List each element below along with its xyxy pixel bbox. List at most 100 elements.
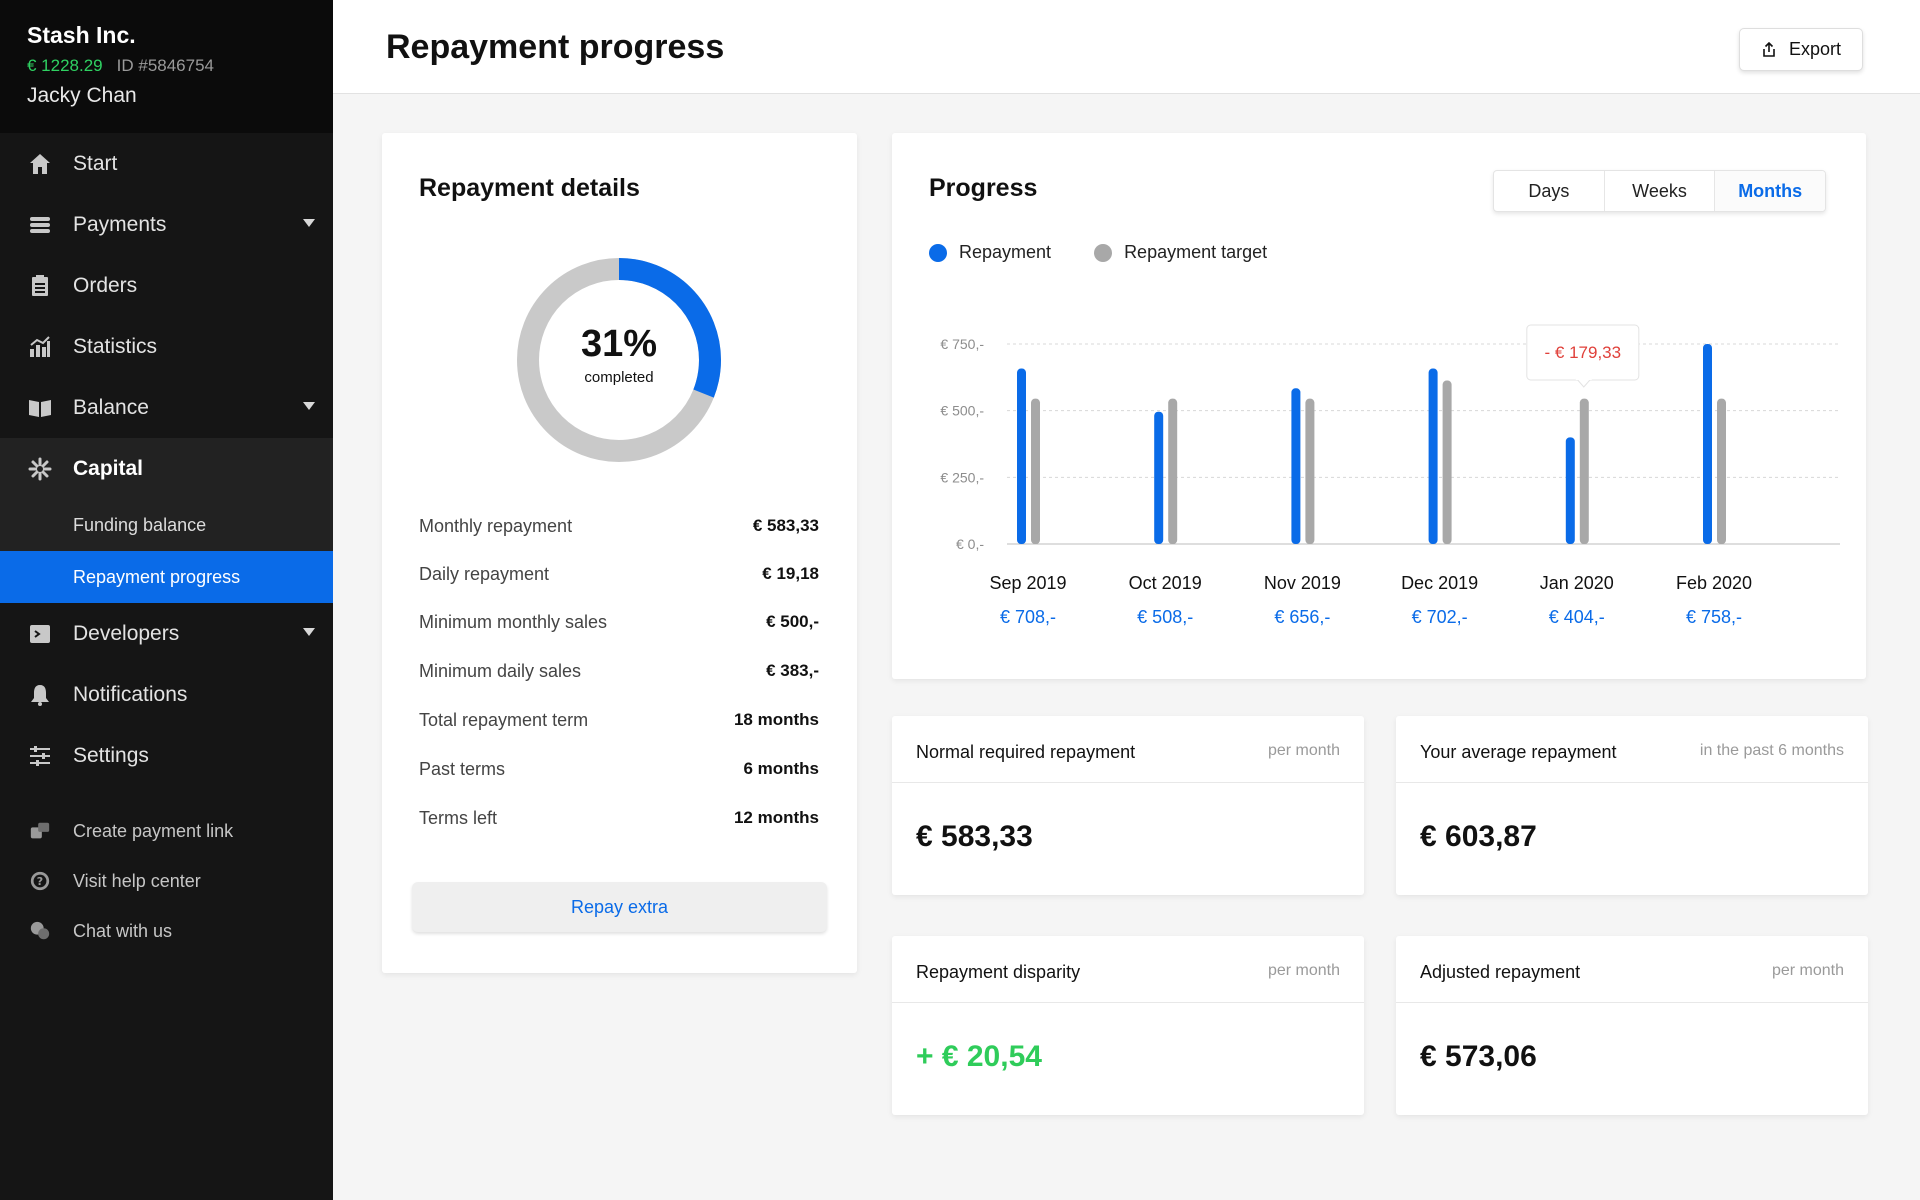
util-label: Visit help center [73, 870, 201, 891]
completion-label: completed [584, 369, 654, 386]
chat-icon [27, 918, 53, 944]
y-tick-label: € 250,- [940, 469, 984, 485]
sidebar-item-label: Settings [73, 743, 149, 767]
data-value-label: € 508,- [1137, 607, 1193, 627]
sidebar-item-capital[interactable]: Capital [0, 438, 333, 499]
capital-group: Capital Funding balance Repayment progre… [0, 438, 333, 603]
detail-row-minimum-daily-sales: Minimum daily sales € 383,- [419, 656, 819, 686]
repayment-bar-chart: € 0,- € 250,- € 500,- € 750,- Sep 2019 € 708,… [940, 324, 1840, 627]
detail-value: 18 months [733, 710, 819, 729]
stat-card-normal-required: Normal required repayment per month € 58… [892, 716, 1364, 895]
bar-tooltip: - € 179,33 [1526, 324, 1640, 388]
legend-dot-repayment [929, 243, 947, 262]
detail-label: Total repayment term [419, 709, 589, 730]
sidebar-item-orders[interactable]: Orders [0, 255, 333, 316]
sidebar-item-start[interactable]: Start [0, 133, 333, 194]
tab-months[interactable]: Months [1715, 171, 1825, 211]
visit-help-center[interactable]: ? Visit help center [0, 856, 333, 906]
chevron-down-icon [303, 219, 315, 227]
sidebar-item-label: Balance [73, 395, 149, 419]
legend-repayment: Repayment [929, 242, 1051, 263]
stat-header: Your average repayment in the past 6 mon… [1396, 716, 1868, 783]
chevron-down-icon [303, 628, 315, 636]
sidebar-item-label: Capital [73, 456, 144, 480]
bar-target [1168, 398, 1178, 544]
tooltip-pointer-mask [1575, 377, 1592, 380]
bar-repayment [1017, 368, 1026, 544]
detail-row-past-terms: Past terms 6 months [419, 754, 819, 784]
sidebar-item-label: Start [73, 151, 118, 175]
chat-with-us[interactable]: Chat with us [0, 906, 333, 956]
y-tick-label: € 750,- [940, 336, 984, 352]
statistics-icon [27, 334, 53, 360]
orders-icon [27, 273, 53, 299]
data-value-label: € 758,- [1686, 607, 1742, 627]
legend-label: Repayment target [1124, 242, 1268, 262]
detail-row-minimum-monthly-sales: Minimum monthly sales € 500,- [419, 607, 819, 637]
sidebar-item-payments[interactable]: Payments [0, 194, 333, 255]
period-tabs: Days Weeks Months [1493, 170, 1826, 212]
sidebar-item-balance[interactable]: Balance [0, 377, 333, 438]
stat-header: Adjusted repayment per month [1396, 936, 1868, 1003]
top-header: Repayment progress Export [333, 0, 1920, 94]
x-tick-label: Nov 2019 [1264, 573, 1341, 593]
tab-days[interactable]: Days [1494, 171, 1605, 211]
sidebar-subitem-repayment-progress[interactable]: Repayment progress [0, 551, 333, 603]
sidebar-subitem-funding-balance[interactable]: Funding balance [73, 514, 207, 535]
repay-extra-button[interactable]: Repay extra [412, 882, 827, 932]
bar-repayment [1428, 368, 1438, 544]
stat-note: per month [1267, 742, 1340, 759]
export-label: Export [1788, 39, 1842, 59]
stat-header: Repayment disparity per month [892, 936, 1364, 1003]
progress-card: Progress Days Weeks Months Repayment Rep… [892, 133, 1866, 679]
detail-label: Minimum daily sales [419, 660, 582, 681]
tab-weeks[interactable]: Weeks [1605, 171, 1716, 211]
sidebar-item-label: Orders [73, 273, 138, 297]
tooltip-text: - € 179,33 [1545, 343, 1622, 362]
payments-icon [27, 212, 53, 238]
detail-row-monthly-repayment: Monthly repayment € 583,33 [419, 511, 819, 541]
company-name: Stash Inc. [27, 22, 136, 48]
detail-value: € 583,33 [752, 516, 819, 535]
detail-value: 12 months [733, 808, 819, 827]
x-tick-label: Dec 2019 [1401, 573, 1478, 593]
donut-progress-arc [517, 258, 721, 462]
details-title: Repayment details [419, 174, 640, 202]
share-icon [1763, 41, 1775, 57]
help-icon: ? [27, 868, 53, 894]
detail-label: Daily repayment [419, 563, 550, 584]
detail-value: € 383,- [766, 661, 819, 680]
bar-repayment [1154, 411, 1164, 544]
balance-icon [27, 395, 53, 421]
data-value-label: € 656,- [1274, 607, 1330, 627]
stat-label: Normal required repayment [916, 742, 1136, 762]
x-tick-label: Oct 2019 [1129, 573, 1202, 593]
data-value-label: € 404,- [1549, 607, 1605, 627]
detail-label: Terms left [419, 807, 498, 828]
stat-value: + € 20,54 [916, 1040, 1042, 1073]
capital-icon [27, 456, 53, 482]
legend-target: Repayment target [1094, 242, 1267, 263]
legend-label: Repayment [959, 242, 1052, 262]
bar-target [1579, 398, 1589, 544]
detail-value: 6 months [743, 759, 819, 778]
stat-label: Adjusted repayment [1420, 962, 1581, 982]
home-icon [27, 151, 53, 177]
sidebar-item-notifications[interactable]: Notifications [0, 664, 333, 725]
sidebar-item-statistics[interactable]: Statistics [0, 316, 333, 377]
bar-target [1031, 398, 1040, 544]
completion-donut [517, 258, 721, 462]
export-button[interactable]: Export [1739, 28, 1863, 71]
create-payment-link[interactable]: Create payment link [0, 806, 333, 856]
data-value-label: € 702,- [1412, 607, 1468, 627]
stat-card-average-repayment: Your average repayment in the past 6 mon… [1396, 716, 1868, 895]
sidebar-item-settings[interactable]: Settings [0, 725, 333, 786]
sidebar-item-developers[interactable]: Developers [0, 603, 333, 664]
stat-value: € 603,87 [1420, 820, 1537, 853]
account-header: Stash Inc. € 1228.29 ID #5846754 Jacky Ch… [0, 0, 333, 133]
user-name: Jacky Chan [27, 84, 137, 107]
stat-card-repayment-disparity: Repayment disparity per month + € 20,54 [892, 936, 1364, 1115]
detail-row-daily-repayment: Daily repayment € 19,18 [419, 559, 819, 589]
stat-note: per month [1771, 962, 1844, 979]
stat-note: in the past 6 months [1699, 742, 1844, 759]
